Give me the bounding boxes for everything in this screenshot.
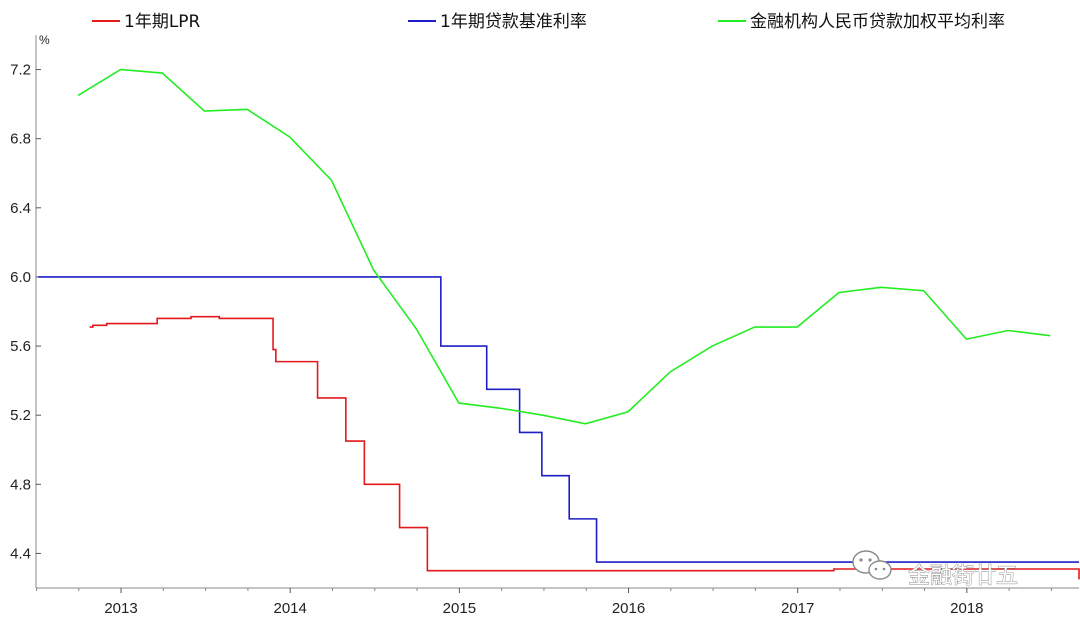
watermark: 金融街廿五: [852, 550, 1018, 589]
y-tick-label: 6.0: [10, 269, 31, 286]
y-tick-label: 4.8: [10, 476, 31, 493]
legend: 1年期LPR 1年期贷款基准利率 金融机构人民币贷款加权平均利率: [92, 12, 1005, 32]
x-tick-label: 2017: [781, 600, 814, 617]
y-tick-label: 5.6: [10, 338, 31, 355]
y-tick-label: 6.8: [10, 131, 31, 148]
legend-label: 金融机构人民币贷款加权平均利率: [750, 12, 1005, 32]
legend-label: 1年期LPR: [124, 12, 201, 32]
y-tick-label: 7.2: [10, 62, 31, 79]
y-axis-unit-label: %: [39, 33, 50, 47]
x-tick-label: 2016: [612, 600, 645, 617]
x-tick-label: 2015: [443, 600, 476, 617]
series-lines: [38, 68, 1080, 580]
x-tick-label: 2018: [950, 600, 983, 617]
y-tick-label: 5.2: [10, 407, 31, 424]
y-axis: % 4.4 4.8 5.2 5.6 6.0 6.4 6.8 7.2: [10, 33, 50, 588]
series-line-1: [89, 315, 1080, 580]
x-tick-label: 2014: [274, 600, 307, 617]
y-tick-label: 4.4: [10, 545, 31, 562]
wechat-icon: [852, 550, 892, 580]
y-tick-label: 6.4: [10, 200, 31, 217]
series-line-3: [77, 68, 1051, 425]
x-axis: 2013 2014 2015 2016 2017 2018: [35, 587, 1079, 617]
watermark-text: 金融街廿五: [908, 564, 1018, 589]
legend-label: 1年期贷款基准利率: [440, 12, 587, 32]
series-line-2: [38, 276, 1079, 563]
x-tick-label: 2013: [104, 600, 137, 617]
